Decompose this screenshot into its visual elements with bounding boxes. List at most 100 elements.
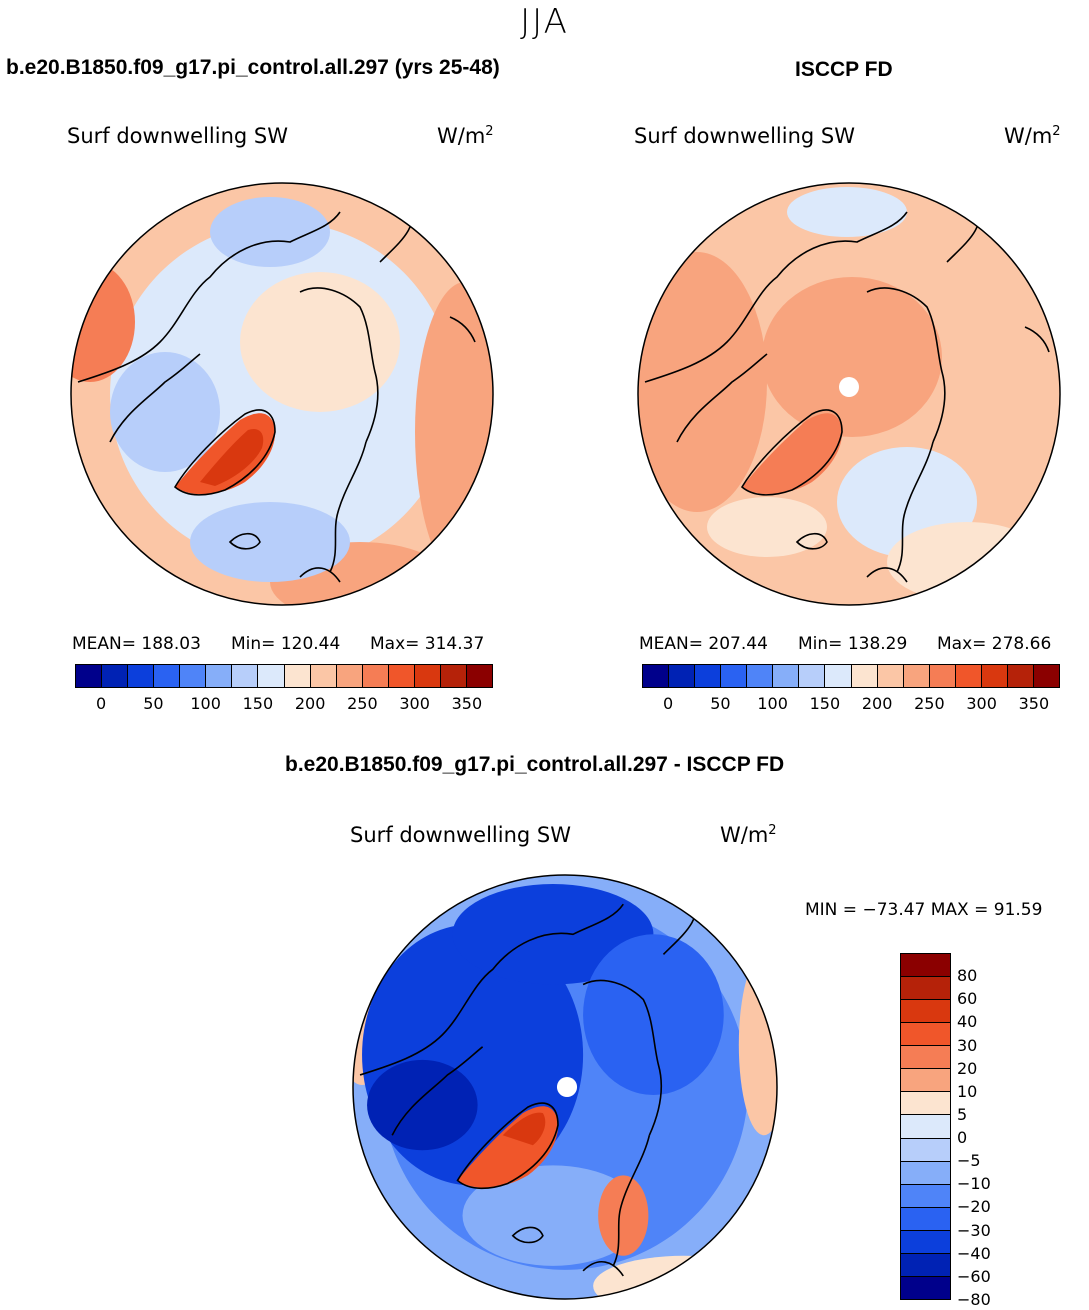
- panel3-units-label: W/m2: [720, 823, 777, 847]
- colorbar-tick-label: 50: [710, 694, 731, 713]
- colorbar-swatch: [76, 665, 103, 687]
- colorbar-swatch: [128, 665, 155, 687]
- colorbar-swatch: [180, 665, 207, 687]
- colorbar-tick-label: 350: [1018, 694, 1050, 713]
- colorbar-level-label: 10: [957, 1081, 978, 1101]
- colorbar-swatch: [414, 665, 441, 687]
- panel2-units-label: W/m2: [1004, 124, 1061, 148]
- panel2-colorbar: [642, 664, 1060, 688]
- panel2-coastlines: [644, 201, 1050, 583]
- colorbar-tick-label: 250: [914, 694, 945, 713]
- colorbar-level-label: −60: [957, 1266, 991, 1286]
- colorbar-tick-label: 200: [861, 694, 893, 713]
- colorbar-swatch: [929, 665, 956, 687]
- panel1-field-canada: [110, 352, 220, 472]
- panel2-field-southeast: [887, 522, 1047, 602]
- panel1-title: b.e20.B1850.f09_g17.pi_control.all.297 (…: [6, 56, 500, 79]
- colorbar-swatch: [721, 665, 748, 687]
- panel1-max: Max= 314.37: [370, 634, 485, 654]
- panel3-polar-hole: [556, 1076, 578, 1098]
- panel2-min: Min= 138.29: [798, 634, 908, 654]
- panel2-field-pacific: [787, 187, 907, 237]
- colorbar-swatch: [825, 665, 852, 687]
- colorbar-swatch: [901, 1023, 950, 1047]
- colorbar-swatch: [232, 665, 259, 687]
- panel1-mean: MEAN= 188.03: [72, 634, 201, 654]
- colorbar-swatch: [901, 1046, 950, 1070]
- colorbar-level-label: 80: [957, 966, 978, 986]
- colorbar-swatch: [747, 665, 774, 687]
- colorbar-swatch: [362, 665, 389, 687]
- colorbar-swatch: [284, 665, 311, 687]
- panel1-field-atlantic: [190, 502, 350, 582]
- colorbar-swatch: [851, 665, 878, 687]
- colorbar-swatch: [901, 1253, 950, 1277]
- colorbar-swatch: [102, 665, 129, 687]
- colorbar-swatch: [799, 665, 826, 687]
- colorbar-swatch: [1033, 665, 1059, 687]
- panel1-units-label: W/m2: [437, 124, 494, 148]
- colorbar-swatch: [901, 1161, 950, 1185]
- panel3-coastlines: [359, 893, 697, 1277]
- colorbar-swatch: [901, 954, 950, 978]
- colorbar-tick-label: 0: [663, 694, 674, 713]
- panel3-polar-map: [352, 874, 778, 1300]
- colorbar-swatch: [901, 977, 950, 1001]
- panel3-min-max: MIN = −73.47 MAX = 91.59: [805, 900, 1043, 920]
- colorbar-swatch: [901, 1115, 950, 1139]
- colorbar-swatch: [901, 1000, 950, 1024]
- panel3-title: b.e20.B1850.f09_g17.pi_control.all.297 -…: [285, 753, 785, 776]
- panel3-field-atlantic: [462, 1165, 644, 1266]
- panel2-title: ISCCP FD: [795, 58, 893, 81]
- colorbar-tick-label: 100: [190, 694, 221, 713]
- colorbar-tick-label: 350: [451, 694, 483, 713]
- colorbar-swatch: [643, 665, 670, 687]
- colorbar-level-label: −80: [957, 1290, 991, 1309]
- colorbar-level-label: −30: [957, 1220, 991, 1240]
- season-title: JJA: [520, 2, 569, 42]
- panel2-field-arctic: [762, 277, 942, 437]
- panel1-colorbar: [75, 664, 493, 688]
- colorbar-swatch: [903, 665, 930, 687]
- colorbar-tick-label: 150: [242, 694, 274, 713]
- colorbar-tick-label: 250: [347, 694, 378, 713]
- panel1-variable-label: Surf downwelling SW: [67, 124, 289, 148]
- panel1-min: Min= 120.44: [231, 634, 341, 654]
- colorbar-swatch: [955, 665, 982, 687]
- colorbar-swatch: [154, 665, 181, 687]
- colorbar-level-label: −20: [957, 1197, 991, 1217]
- colorbar-swatch: [669, 665, 696, 687]
- panel2-greenland-field: [742, 413, 843, 495]
- colorbar-swatch: [695, 665, 722, 687]
- panel2-field-west-warm: [638, 252, 767, 512]
- panel2-polar-map: [637, 182, 1061, 606]
- colorbar-swatch: [258, 665, 285, 687]
- panel3-field-siberia: [583, 934, 724, 1096]
- colorbar-swatch: [877, 665, 904, 687]
- colorbar-tick-label: 0: [96, 694, 107, 713]
- colorbar-swatch: [901, 1069, 950, 1093]
- colorbar-swatch: [388, 665, 415, 687]
- panel3-field-east-rim: [738, 954, 777, 1136]
- colorbar-swatch: [466, 665, 492, 687]
- colorbar-level-label: −5: [957, 1151, 981, 1171]
- panel1-field-arctic: [240, 272, 400, 412]
- panel1-polar-map: [70, 182, 494, 606]
- panel3-variable-label: Surf downwelling SW: [350, 823, 572, 847]
- colorbar-tick-label: 300: [966, 694, 997, 713]
- colorbar-tick-label: 200: [294, 694, 326, 713]
- panel3-colorbar: [900, 953, 951, 1300]
- panel1-field-pacific: [210, 197, 330, 267]
- colorbar-swatch: [310, 665, 337, 687]
- colorbar-tick-label: 150: [809, 694, 841, 713]
- panel2-polar-hole: [839, 377, 859, 397]
- colorbar-tick-label: 100: [757, 694, 788, 713]
- panel3-field-scandinavia: [598, 1175, 649, 1256]
- colorbar-level-label: 0: [957, 1128, 968, 1148]
- colorbar-tick-label: 300: [399, 694, 430, 713]
- colorbar-swatch: [336, 665, 363, 687]
- panel3-greenland-core: [502, 1112, 546, 1146]
- colorbar-swatch: [981, 665, 1008, 687]
- panel1-field-west-warm: [71, 262, 135, 382]
- colorbar-swatch: [901, 1207, 950, 1231]
